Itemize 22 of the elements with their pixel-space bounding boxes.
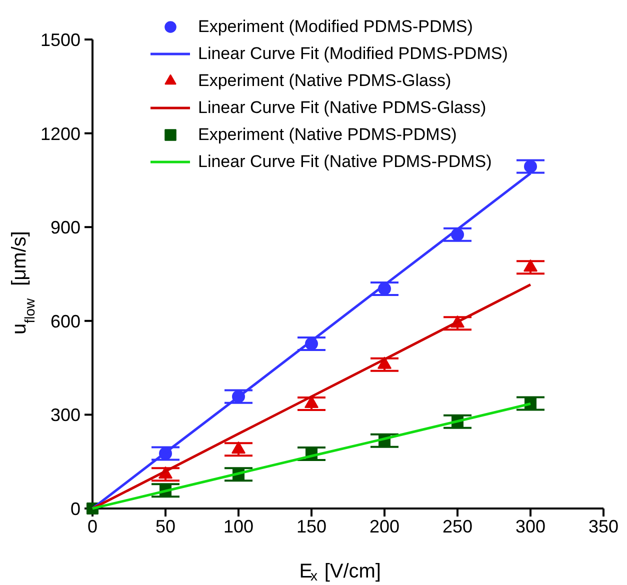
x-tick-label: 0 bbox=[87, 516, 98, 536]
x-tick-label: 100 bbox=[223, 516, 254, 536]
y-tick-label: 0 bbox=[70, 499, 81, 519]
legend-label: Experiment (Native PDMS-PDMS) bbox=[198, 124, 457, 146]
legend-label: Linear Curve Fit (Modified PDMS-PDMS) bbox=[198, 42, 508, 64]
y-tick-label: 900 bbox=[50, 218, 81, 238]
x-tick-label: 200 bbox=[369, 516, 400, 536]
legend-label: Linear Curve Fit (Native PDMS-PDMS) bbox=[198, 150, 492, 172]
x-tick-label: 250 bbox=[442, 516, 473, 536]
y-axis-title: uflow [μm/s] bbox=[8, 231, 38, 334]
legend-label: Experiment (Modified PDMS-PDMS) bbox=[198, 16, 473, 38]
x-tick-label: 300 bbox=[515, 516, 546, 536]
legend-label: Experiment (Native PDMS-Glass) bbox=[198, 70, 452, 92]
y-tick-label: 1200 bbox=[40, 124, 81, 144]
y-tick-label: 300 bbox=[50, 405, 81, 426]
x-tick-label: 150 bbox=[296, 516, 327, 536]
legend-label: Linear Curve Fit (Native PDMS-Glass) bbox=[198, 96, 486, 118]
y-tick-label: 600 bbox=[50, 311, 81, 332]
x-tick-label: 50 bbox=[155, 516, 176, 536]
point bbox=[524, 160, 537, 173]
x-tick-label: 350 bbox=[588, 516, 619, 536]
y-tick-label: 1500 bbox=[40, 30, 81, 50]
